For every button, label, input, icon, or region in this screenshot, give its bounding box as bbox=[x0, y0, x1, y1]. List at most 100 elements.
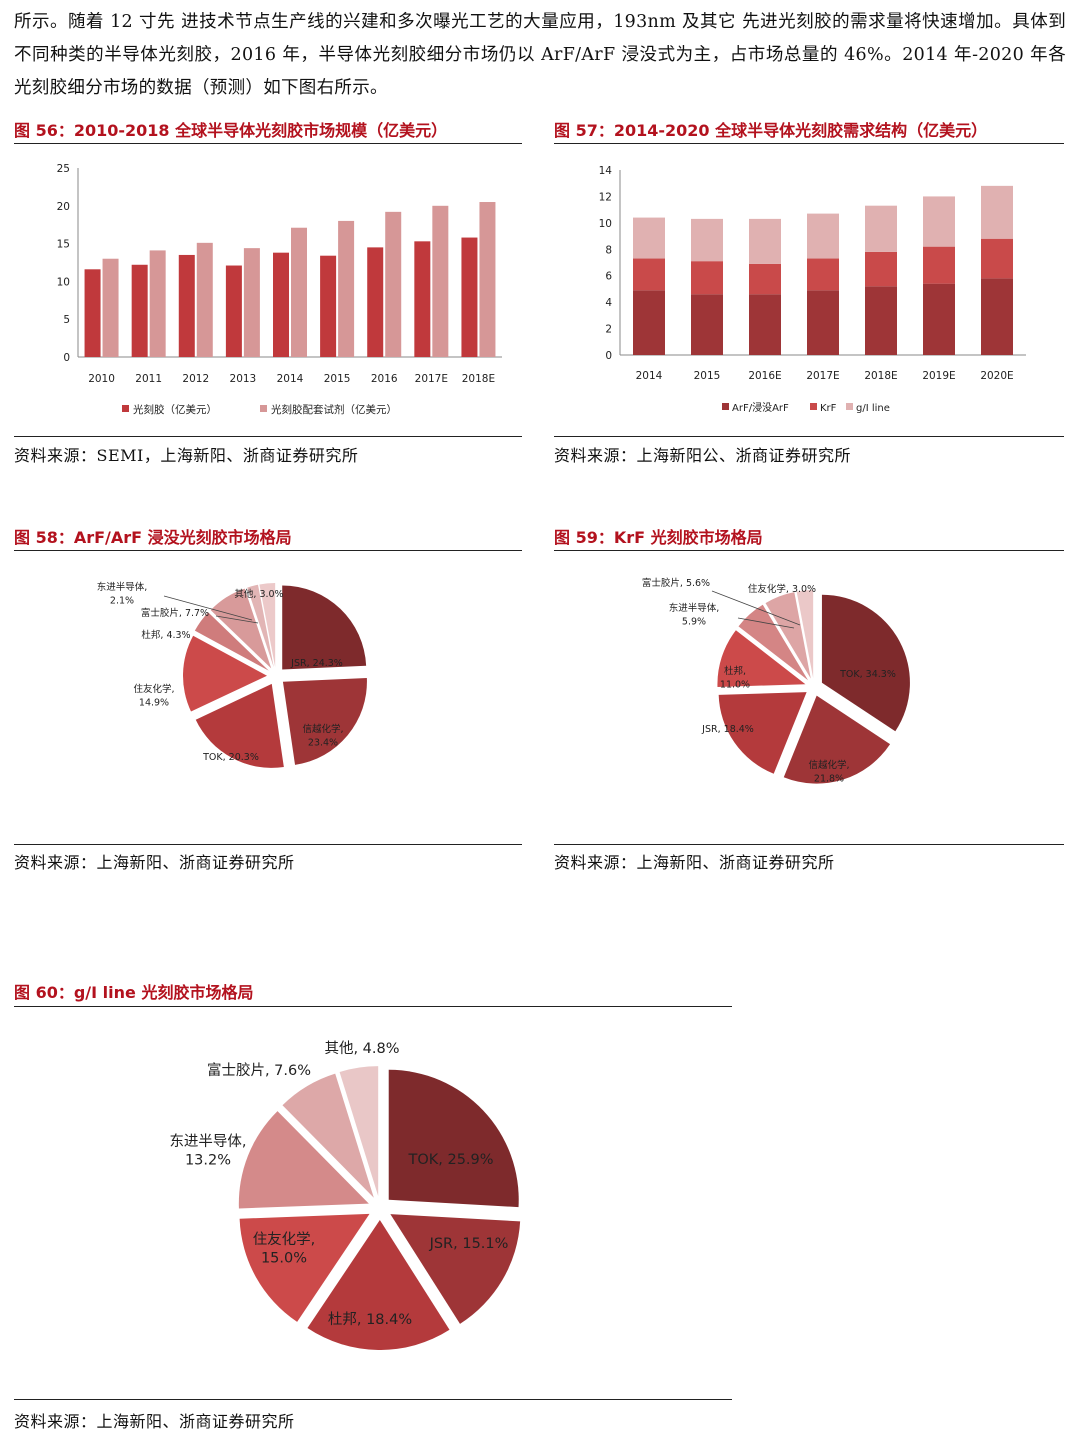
fig56-source: 资料来源：SEMI，上海新阳、浙商证券研究所 bbox=[14, 446, 359, 465]
fig57-source: 资料来源：上海新阳公、浙商证券研究所 bbox=[554, 446, 852, 465]
fig60-slice-label: 东进半导体, bbox=[169, 1133, 246, 1150]
fig60-slice-label: 13.2% bbox=[185, 1153, 231, 1169]
fig58-slice-label: 其他, 3.0% bbox=[234, 588, 283, 600]
fig56-legend-swatch bbox=[122, 405, 129, 412]
fig58-pie-slice bbox=[282, 585, 367, 670]
fig57-bar-segment bbox=[807, 258, 839, 291]
fig58-slice-label: 住友化学, bbox=[133, 683, 174, 695]
fig58-pie-slice bbox=[247, 584, 274, 668]
fig56-bar bbox=[432, 205, 449, 357]
fig58-title: 图 58：ArF/ArF 浸没光刻胶市场格局 bbox=[14, 528, 292, 547]
fig56-bar bbox=[178, 254, 195, 357]
fig58-pie-chart: JSR, 24.3% 信越化学, 23.4% TOK, 20.3% 住友化学, 14.9%… bbox=[97, 581, 367, 768]
fig56-x-tick-label: 2010 bbox=[88, 373, 115, 385]
fig57-x-tick-label: 2016E bbox=[748, 370, 781, 382]
fig59-slice-label: 东进半导体, bbox=[669, 602, 720, 614]
fig59-pie-slice bbox=[738, 604, 809, 681]
fig59-title: 图 59：KrF 光刻胶市场格局 bbox=[554, 528, 763, 547]
fig58-pie-slice bbox=[282, 678, 367, 765]
fig57-bar-segment bbox=[981, 185, 1013, 239]
fig56-bottom-rule bbox=[14, 436, 522, 437]
fig59-pie-slice bbox=[783, 695, 891, 784]
fig60-source: 资料来源：上海新阳、浙商证券研究所 bbox=[14, 1412, 295, 1431]
fig59-slice-label: TOK, 34.3% bbox=[839, 669, 896, 680]
fig60-pie-slice bbox=[238, 1111, 369, 1209]
fig56-bar-chart: 0 5 10 15 20 25 2010 2011 2012 2013 2014 2015 2016 20… bbox=[57, 163, 502, 416]
fig56-legend-label: 光刻胶配套试剂（亿美元） bbox=[271, 403, 397, 416]
fig57-legend-label: ArF/浸没ArF bbox=[732, 402, 789, 414]
fig56-bar bbox=[320, 255, 337, 357]
fig56-bar bbox=[84, 269, 101, 357]
fig57-bar-segment bbox=[749, 218, 781, 264]
fig57-y-tick-label: 14 bbox=[599, 165, 613, 177]
fig60-slice-label: TOK, 25.9% bbox=[407, 1152, 493, 1168]
fig56-x-tick-label: 2016 bbox=[371, 373, 398, 385]
fig56-x-tick-label: 2011 bbox=[135, 373, 162, 385]
fig59-slice-label: 信越化学, bbox=[808, 759, 849, 771]
fig56-bar bbox=[102, 258, 119, 357]
fig59-slice-label: 11.0% bbox=[720, 680, 750, 691]
fig56-y-tick-label: 10 bbox=[57, 276, 70, 288]
fig56-bar bbox=[414, 241, 431, 357]
fig57-legend-swatch bbox=[722, 403, 729, 410]
fig57-title: 图 57：2014-2020 全球半导体光刻胶需求结构（亿美元） bbox=[554, 121, 988, 140]
fig57-legend-swatch bbox=[810, 403, 817, 410]
fig57-legend-label: KrF bbox=[820, 403, 837, 414]
fig56-y-tick-label: 25 bbox=[57, 163, 70, 175]
fig57-bar-segment bbox=[691, 261, 723, 295]
fig58-pie-slice bbox=[210, 588, 272, 669]
fig56-x-tick-label: 2014 bbox=[277, 373, 304, 385]
fig60-pie-slice bbox=[239, 1213, 370, 1322]
fig56-y-tick-label: 20 bbox=[57, 201, 70, 213]
fig57-bar-segment bbox=[981, 238, 1013, 279]
fig57-y-tick-label: 4 bbox=[605, 297, 612, 309]
fig57-y-tick-label: 6 bbox=[605, 271, 612, 283]
fig60-pie-slice bbox=[390, 1214, 521, 1324]
fig60-pie-slice bbox=[307, 1219, 450, 1350]
fig57-y-tick-label: 10 bbox=[599, 218, 612, 230]
fig58-top-rule bbox=[14, 550, 522, 551]
fig57-bar-segment bbox=[691, 294, 723, 355]
fig59-slice-label: 杜邦, bbox=[724, 665, 746, 677]
fig56-x-tick-label: 2018E bbox=[462, 373, 495, 385]
fig58-slice-label: 14.9% bbox=[139, 698, 169, 709]
fig59-leader-line bbox=[737, 617, 795, 629]
fig57-legend-label: g/I line bbox=[856, 403, 890, 414]
fig57-bottom-rule bbox=[554, 436, 1064, 437]
fig57-bar-segment bbox=[633, 258, 665, 291]
fig57-bar-segment bbox=[807, 213, 839, 259]
fig60-pie-chart: TOK, 25.9% JSR, 15.1% 杜邦, 18.4% 住友化学, 15.0% 东… bbox=[169, 1040, 521, 1350]
fig57-top-rule bbox=[554, 143, 1064, 144]
fig57-bar-segment bbox=[865, 205, 897, 252]
fig56-title: 图 56：2010-2018 全球半导体光刻胶市场规模（亿美元） bbox=[14, 121, 448, 140]
fig60-top-rule bbox=[14, 1006, 732, 1007]
fig56-bar bbox=[291, 227, 307, 357]
fig56-bar bbox=[243, 248, 260, 357]
fig58-slice-label: 23.4% bbox=[308, 738, 338, 749]
fig57-stacked-bar-chart: 0 2 4 6 8 10 12 14 2014 2015 2016E 2017E 2018E 2019E 2… bbox=[599, 165, 1026, 414]
fig59-bottom-rule bbox=[554, 844, 1064, 845]
fig58-pie-slice bbox=[195, 683, 284, 768]
fig58-bottom-rule bbox=[14, 844, 522, 845]
fig58-pie-slice bbox=[194, 612, 269, 671]
fig59-slice-label: 5.9% bbox=[682, 617, 706, 628]
fig60-pie-slice bbox=[282, 1073, 374, 1198]
fig56-bar bbox=[367, 247, 384, 357]
fig57-bar-segment bbox=[865, 251, 897, 287]
fig59-slice-label: 富士胶片, 5.6% bbox=[642, 577, 710, 589]
fig57-bar-segment bbox=[633, 217, 665, 259]
fig59-pie-slice bbox=[717, 630, 806, 687]
fig60-slice-label: 富士胶片, 7.6% bbox=[207, 1061, 311, 1079]
fig59-pie-slice bbox=[765, 592, 811, 679]
fig60-slice-label: JSR, 15.1% bbox=[429, 1236, 509, 1252]
fig59-pie-chart: TOK, 34.3% 信越化学, 21.8% JSR, 18.4% 杜邦, 11.0% 东进… bbox=[642, 577, 910, 785]
fig60-slice-label: 住友化学, bbox=[253, 1231, 316, 1248]
fig56-bar bbox=[149, 250, 166, 357]
fig58-slice-label: 信越化学, bbox=[302, 723, 343, 735]
fig57-x-tick-label: 2018E bbox=[864, 370, 897, 382]
fig60-slice-label: 杜邦, 18.4% bbox=[328, 1311, 412, 1328]
fig58-slice-label: 2.1% bbox=[110, 596, 134, 607]
fig59-slice-label: JSR, 18.4% bbox=[701, 724, 754, 735]
intro-paragraph: 所示。随着 12 寸先 进技术节点生产线的兴建和多次曝光工艺的大量应用，193n… bbox=[14, 12, 1066, 98]
fig56-bar bbox=[225, 265, 242, 357]
